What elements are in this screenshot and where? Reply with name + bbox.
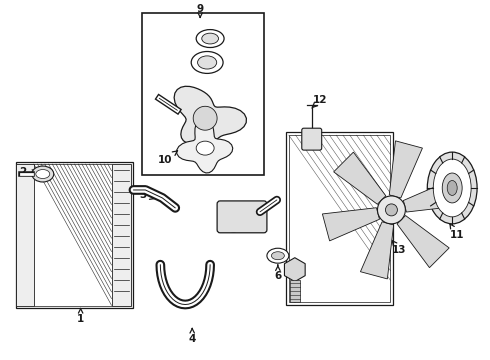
Ellipse shape: [267, 248, 289, 263]
Ellipse shape: [202, 33, 219, 44]
Bar: [16, 162, 133, 307]
Ellipse shape: [433, 159, 471, 217]
Text: 3: 3: [140, 190, 154, 200]
Text: 11: 11: [450, 224, 465, 240]
Text: 2: 2: [19, 167, 37, 177]
Polygon shape: [285, 258, 305, 282]
Ellipse shape: [196, 30, 224, 48]
Text: 9: 9: [196, 4, 204, 17]
Ellipse shape: [197, 56, 217, 69]
Polygon shape: [193, 106, 217, 130]
Polygon shape: [334, 152, 386, 204]
FancyBboxPatch shape: [217, 201, 267, 233]
Text: 13: 13: [392, 240, 407, 255]
Text: 7: 7: [291, 291, 298, 305]
Text: 8: 8: [229, 225, 244, 235]
Bar: [34, 164, 112, 306]
Circle shape: [386, 204, 397, 216]
Polygon shape: [397, 216, 449, 267]
Ellipse shape: [427, 152, 477, 224]
FancyBboxPatch shape: [302, 128, 322, 150]
Text: 12: 12: [312, 95, 327, 108]
Bar: [289, 135, 391, 302]
Text: 5: 5: [306, 135, 314, 149]
Bar: [290, 280, 300, 302]
Polygon shape: [177, 117, 233, 173]
Text: 6: 6: [274, 265, 281, 281]
Ellipse shape: [196, 141, 214, 155]
Text: 10: 10: [158, 150, 178, 165]
Text: 1: 1: [77, 309, 84, 324]
Ellipse shape: [36, 170, 50, 179]
Polygon shape: [403, 179, 461, 212]
Ellipse shape: [271, 252, 284, 260]
Bar: [286, 132, 393, 305]
Polygon shape: [361, 222, 393, 279]
Ellipse shape: [442, 173, 462, 203]
Bar: [112, 164, 131, 306]
Text: 4: 4: [189, 328, 196, 345]
Bar: [143, 13, 264, 175]
Polygon shape: [322, 208, 380, 241]
Ellipse shape: [32, 166, 54, 182]
Bar: [16, 164, 34, 306]
Polygon shape: [174, 86, 246, 144]
Ellipse shape: [191, 51, 223, 73]
Polygon shape: [389, 141, 422, 198]
Ellipse shape: [447, 180, 457, 195]
Circle shape: [377, 196, 405, 224]
